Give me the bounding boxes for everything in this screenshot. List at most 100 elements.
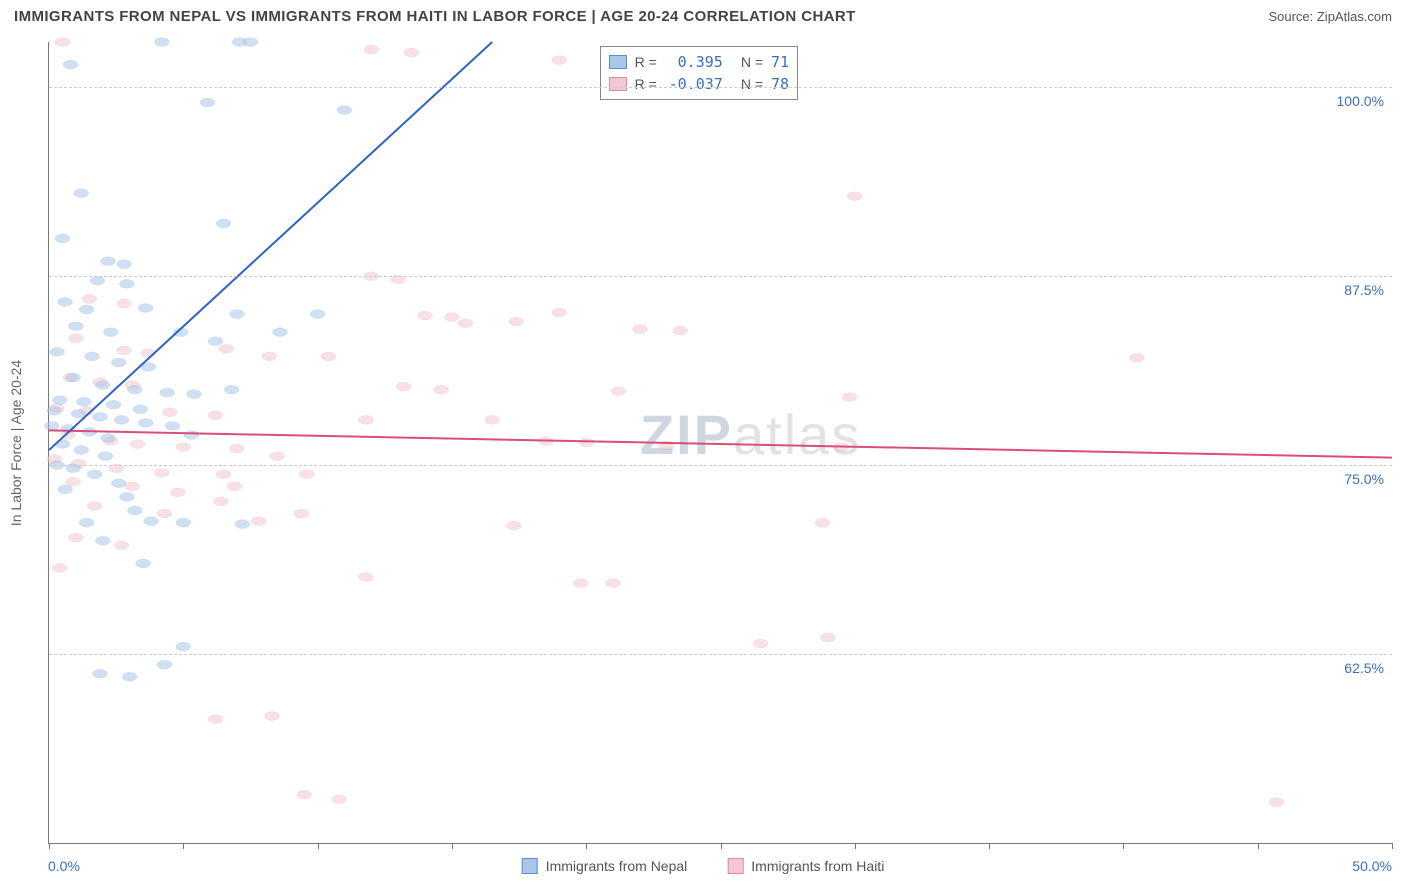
x-tick — [855, 843, 856, 849]
data-point — [111, 479, 126, 488]
source-name: ZipAtlas.com — [1317, 9, 1392, 24]
data-point — [63, 60, 78, 69]
data-point — [1129, 353, 1144, 362]
y-tick-label: 62.5% — [1344, 660, 1384, 676]
data-point — [98, 452, 113, 461]
data-point — [216, 470, 231, 479]
data-point — [579, 438, 594, 447]
data-point — [66, 477, 81, 486]
data-point — [136, 559, 151, 568]
x-tick — [989, 843, 990, 849]
data-point — [74, 189, 89, 198]
trend-line — [49, 42, 492, 450]
x-tick — [318, 843, 319, 849]
x-axis-min-label: 0.0% — [48, 858, 80, 874]
data-point — [90, 276, 105, 285]
swatch-haiti — [727, 858, 743, 874]
data-point — [224, 385, 239, 394]
data-point — [160, 388, 175, 397]
x-tick — [183, 843, 184, 849]
data-point — [611, 387, 626, 396]
data-point — [55, 38, 70, 47]
data-point — [847, 192, 862, 201]
data-point — [128, 506, 143, 515]
data-point — [332, 795, 347, 804]
swatch-nepal — [522, 858, 538, 874]
data-point — [154, 468, 169, 477]
data-point — [337, 106, 352, 115]
data-point — [74, 446, 89, 455]
stats-row-nepal: R = 0.395 N = 71 — [609, 51, 789, 73]
data-point — [44, 421, 59, 430]
x-tick — [1258, 843, 1259, 849]
x-tick — [49, 843, 50, 849]
gridline — [49, 276, 1392, 277]
data-point — [162, 408, 177, 417]
data-point — [85, 352, 100, 361]
swatch-nepal — [609, 55, 627, 69]
data-point — [87, 502, 102, 511]
gridline — [49, 465, 1392, 466]
data-point — [458, 319, 473, 328]
data-point — [633, 325, 648, 334]
data-point — [144, 517, 159, 526]
stats-legend: R = 0.395 N = 71 R = -0.037 N = 78 — [600, 46, 798, 100]
legend-item-haiti: Immigrants from Haiti — [727, 858, 884, 874]
data-point — [821, 633, 836, 642]
data-point — [120, 493, 135, 502]
data-point — [262, 352, 277, 361]
data-point — [165, 421, 180, 430]
legend-item-nepal: Immigrants from Nepal — [522, 858, 688, 874]
data-point — [106, 400, 121, 409]
data-point — [117, 346, 132, 355]
data-point — [208, 411, 223, 420]
data-point — [434, 385, 449, 394]
data-point — [418, 311, 433, 320]
data-point — [77, 397, 92, 406]
data-point — [138, 418, 153, 427]
x-tick — [586, 843, 587, 849]
data-point — [101, 434, 116, 443]
data-point — [176, 518, 191, 527]
data-point — [506, 521, 521, 530]
data-point — [1269, 798, 1284, 807]
data-point — [216, 219, 231, 228]
data-point — [95, 381, 110, 390]
gridline — [49, 654, 1392, 655]
data-point — [111, 358, 126, 367]
y-tick-label: 75.0% — [1344, 471, 1384, 487]
data-point — [251, 517, 266, 526]
data-point — [157, 660, 172, 669]
x-tick — [1123, 843, 1124, 849]
x-tick — [1392, 843, 1393, 849]
data-point — [117, 260, 132, 269]
data-point — [55, 440, 70, 449]
data-point — [294, 509, 309, 518]
data-point — [364, 45, 379, 54]
data-point — [130, 440, 145, 449]
data-point — [176, 443, 191, 452]
data-point — [66, 373, 81, 382]
data-point — [176, 642, 191, 651]
data-point — [114, 415, 129, 424]
data-point — [485, 415, 500, 424]
x-axis-max-label: 50.0% — [1352, 858, 1392, 874]
data-point — [95, 536, 110, 545]
data-point — [227, 482, 242, 491]
data-point — [297, 790, 312, 799]
data-point — [359, 573, 374, 582]
data-point — [87, 470, 102, 479]
y-tick-label: 87.5% — [1344, 282, 1384, 298]
data-point — [552, 308, 567, 317]
data-point — [606, 579, 621, 588]
data-point — [68, 334, 83, 343]
data-point — [214, 497, 229, 506]
data-point — [58, 298, 73, 307]
data-point — [270, 452, 285, 461]
data-point — [157, 509, 172, 518]
data-point — [79, 518, 94, 527]
data-point — [117, 299, 132, 308]
data-point — [219, 344, 234, 353]
y-axis-label: In Labor Force | Age 20-24 — [8, 360, 24, 526]
data-point — [815, 518, 830, 527]
